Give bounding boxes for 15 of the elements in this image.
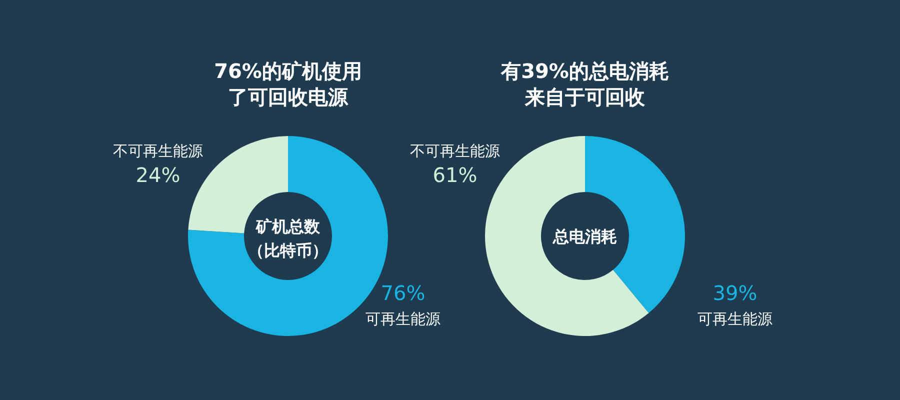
- donut-slice: [485, 136, 649, 336]
- chart-title: 有39%的总电消耗来自于可回收: [500, 59, 669, 109]
- chart-title: 76%的矿机使用了可回收电源: [214, 59, 362, 109]
- donut-slice: [188, 136, 288, 234]
- slice-label: 不可再生能源: [113, 142, 203, 160]
- data-label: 76%: [380, 281, 426, 305]
- text: 总电消耗: [552, 227, 617, 246]
- donut-slice: [585, 136, 685, 314]
- slice-label: 不可再生能源: [410, 142, 500, 160]
- data-label: 39%: [712, 281, 758, 305]
- slice-label: 可再生能源: [698, 310, 772, 328]
- slice-label: 可再生能源: [366, 310, 440, 328]
- data-label: 24%: [136, 163, 180, 187]
- data-label: 61%: [432, 163, 478, 187]
- text: 矿机总数（比特币）: [248, 217, 328, 260]
